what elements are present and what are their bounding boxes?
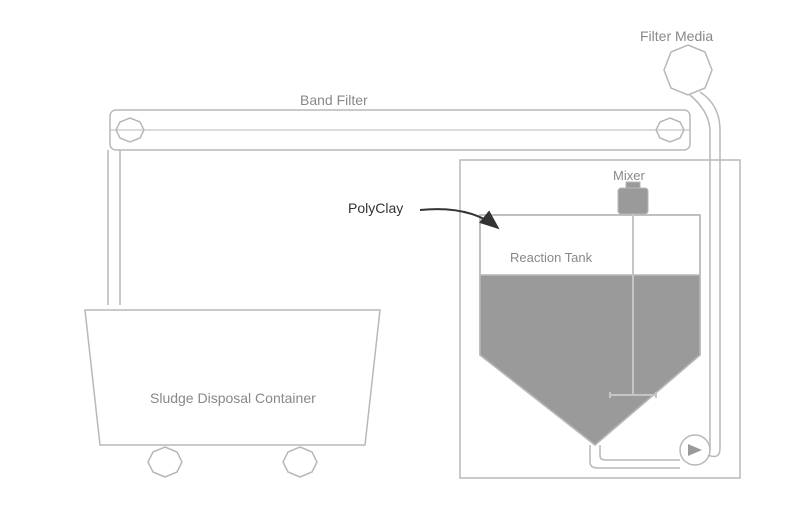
reaction-tank-liquid xyxy=(480,275,700,445)
sludge-wheel-right xyxy=(283,447,317,477)
reaction-tank-label: Reaction Tank xyxy=(510,250,592,265)
filter-media-pipe-inner xyxy=(690,95,710,132)
polyclay-arrow xyxy=(420,209,498,228)
tank-outlet-pipe xyxy=(590,445,680,468)
band-filter-label: Band Filter xyxy=(300,92,368,108)
sludge-wheel-left xyxy=(148,447,182,477)
filter-media-label: Filter Media xyxy=(640,28,713,44)
diagram-svg xyxy=(0,0,800,519)
filter-media-roll xyxy=(664,45,712,95)
mixer-motor xyxy=(618,188,648,214)
sludge-container xyxy=(85,310,380,445)
mixer-label: Mixer xyxy=(613,168,645,183)
polyclay-label: PolyClay xyxy=(348,200,403,216)
process-diagram: Filter Media Band Filter PolyClay Mixer … xyxy=(0,0,800,519)
sludge-container-label: Sludge Disposal Container xyxy=(150,390,316,406)
